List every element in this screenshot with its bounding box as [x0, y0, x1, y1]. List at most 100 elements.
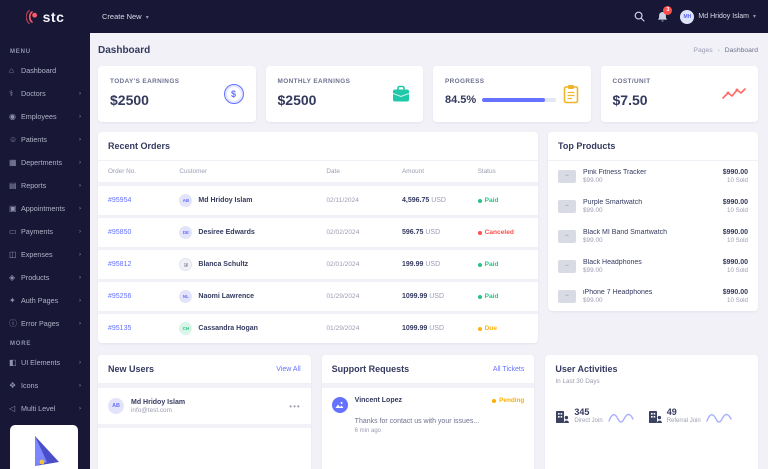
new-users-list: AB Md Hridoy Islam info@test.com ••• [98, 388, 311, 424]
next-user-row-partial [98, 428, 311, 438]
sidebar-item-reports[interactable]: ▤ Reports › [0, 174, 90, 197]
progress-bar [482, 98, 557, 102]
icons-icon: ❖ [9, 381, 17, 390]
new-users-panel: New Users View All AB Md Hridoy Islam in… [98, 355, 311, 469]
table-row[interactable]: #95954 AB Md Hridoy Islam 02/11/2024 4,5… [98, 186, 538, 215]
order-amount: 199.99 USD [401, 261, 441, 268]
status-badge: Paid [477, 293, 528, 300]
sidebar-item-doctors[interactable]: ⚕ Doctors › [0, 82, 90, 105]
sidebar-item-ui-elements[interactable]: ◧ UI Elements › [0, 351, 90, 374]
table-row[interactable]: #95256 NL Naomi Lawrence 01/29/2024 1099… [98, 282, 538, 311]
list-item[interactable]: ▪▪ Black MI Band Smartwatch $99.00 $990.… [548, 221, 758, 251]
table-row[interactable]: #95135 CH Cassandra Hogan 01/29/2024 109… [98, 314, 538, 343]
list-item[interactable]: ▪▪ Purple Smartwatch $99.00 $990.00 10 S… [548, 191, 758, 221]
status-badge: Paid [477, 197, 528, 204]
list-item[interactable]: ▪▪ iPhone 7 Headphones $99.00 $990.00 10… [548, 281, 758, 311]
sidebar-item-label: Expenses [21, 250, 53, 259]
user-menu[interactable]: MH Md Hridoy Islam ▾ [680, 9, 756, 24]
list-item[interactable]: AB Md Hridoy Islam info@test.com ••• [98, 388, 311, 424]
status-label: Canceled [484, 229, 514, 236]
sidebar-item-employees[interactable]: ◉ Employees › [0, 105, 90, 128]
stat-label: COST/UNIT [612, 78, 651, 85]
sidebar-item-icons[interactable]: ❖ Icons › [0, 374, 90, 397]
sidebar-item-payments[interactable]: ▭ Payments › [0, 220, 90, 243]
sidebar-item-products[interactable]: ◈ Products › [0, 266, 90, 289]
status-dot-icon [477, 326, 482, 331]
stat-card-cost-unit: COST/UNIT $7.50 [600, 66, 758, 122]
customer-name: Naomi Lawrence [198, 293, 255, 300]
sidebar-item-dashboard[interactable]: ⌂ Dashboard › [0, 59, 90, 82]
chevron-right-icon: › [79, 136, 81, 143]
expenses-icon: ◫ [9, 250, 17, 259]
user-activities-panel: User Activities In Last 30 Days 345 Dire… [545, 355, 759, 469]
sidebar-item-multi-level[interactable]: ◁ Multi Level › [0, 397, 90, 420]
topbar: stc Create New ▾ 3 MH Md Hridoy Islam ▾ [0, 0, 768, 33]
doctor-icon: ⚕ [9, 89, 14, 98]
row-actions-menu[interactable]: ••• [289, 401, 301, 411]
sparkline-icon [706, 413, 732, 423]
order-number-link[interactable]: #95135 [108, 325, 132, 332]
multi-level-icon: ◁ [9, 404, 16, 413]
chevron-right-icon: › [79, 113, 81, 120]
chevron-right-icon: › [79, 274, 81, 281]
product-name: Purple Smartwatch [583, 198, 643, 206]
list-item[interactable]: ▪▪ Black Headphones $99.00 $990.00 10 So… [548, 251, 758, 281]
sidebar-item-label: Appointments [21, 204, 65, 213]
new-users-title: New Users [108, 364, 155, 374]
ticket-name: Vincent Lopez [354, 397, 402, 404]
stat-value: $2500 [277, 92, 317, 108]
all-tickets-link[interactable]: All Tickets [492, 365, 525, 373]
sidebar-item-label: Error Pages [21, 319, 60, 328]
order-number-link[interactable]: #95850 [108, 229, 132, 236]
view-all-link[interactable]: View All [276, 365, 301, 373]
sidebar-promo-card[interactable] [10, 425, 78, 469]
stat-label: TODAY'S EARNINGS [110, 78, 180, 85]
product-image-placeholder-icon: ▪▪ [558, 289, 576, 303]
product-total: $990.00 [722, 168, 748, 176]
sidebar-item-auth-pages[interactable]: ✦ Auth Pages › [0, 289, 90, 312]
ui-elements-icon: ◧ [9, 358, 17, 367]
create-new-button[interactable]: Create New ▾ [102, 12, 149, 21]
sidebar-item-expenses[interactable]: ◫ Expenses › [0, 243, 90, 266]
sidebar-item-depertments[interactable]: ▦ Depertments › [0, 151, 90, 174]
chevron-right-icon: › [79, 359, 81, 366]
breadcrumb-parent[interactable]: Pages [693, 47, 713, 54]
logo-text: stc [42, 8, 65, 25]
notifications-button[interactable]: 3 [657, 5, 673, 23]
avatar: DE [179, 226, 193, 239]
app-logo[interactable]: stc [0, 0, 90, 33]
sidebar-item-label: Reports [21, 181, 47, 190]
search-button[interactable] [634, 11, 646, 22]
order-number-link[interactable]: #95954 [108, 197, 132, 204]
clipboard-icon [563, 85, 578, 104]
sidebar-item-patients[interactable]: ☺ Patients › [0, 128, 90, 151]
order-number-link[interactable]: #95812 [108, 261, 132, 268]
sidebar-item-appointments[interactable]: ▣ Appointments › [0, 197, 90, 220]
notification-badge: 3 [663, 5, 673, 15]
activity-label: Direct Join [574, 418, 603, 424]
order-amount: 4,596.75 USD [401, 197, 446, 204]
payments-icon: ▭ [9, 227, 17, 236]
list-item[interactable]: ▪▪ Pink Fitness Tracker $99.00 $990.00 1… [548, 161, 758, 191]
top-products-title: Top Products [558, 141, 616, 151]
table-row[interactable]: #95812 ◪ Blanca Schultz 02/01/2024 199.9… [98, 250, 538, 279]
sidebar-more-list: ◧ UI Elements › ❖ Icons › ◁ Multi Level … [0, 351, 90, 420]
chevron-right-icon: › [79, 297, 81, 304]
list-item[interactable]: Vincent Lopez Pending Thanks for contact… [322, 388, 535, 443]
product-sold-count: 10 Sold [727, 206, 748, 214]
product-sold-count: 10 Sold [727, 176, 748, 184]
sidebar-item-label: Depertments [21, 158, 63, 167]
chevron-right-icon: › [79, 405, 81, 412]
avatar: AB [108, 398, 124, 414]
order-number-link[interactable]: #95256 [108, 293, 132, 300]
product-total: $990.00 [722, 258, 748, 266]
sidebar-item-error-pages[interactable]: ⓘ Error Pages › [0, 312, 90, 335]
status-badge: Pending [492, 397, 524, 404]
menu-section-label: MENU [10, 49, 31, 55]
product-price: $99.00 [583, 266, 603, 274]
user-email: info@test.com [131, 406, 172, 414]
table-row[interactable]: #95850 DE Desiree Edwards 02/02/2024 596… [98, 218, 538, 247]
avatar: AB [179, 194, 193, 207]
product-total: $990.00 [722, 228, 748, 236]
more-section-label: MORE [10, 341, 32, 347]
